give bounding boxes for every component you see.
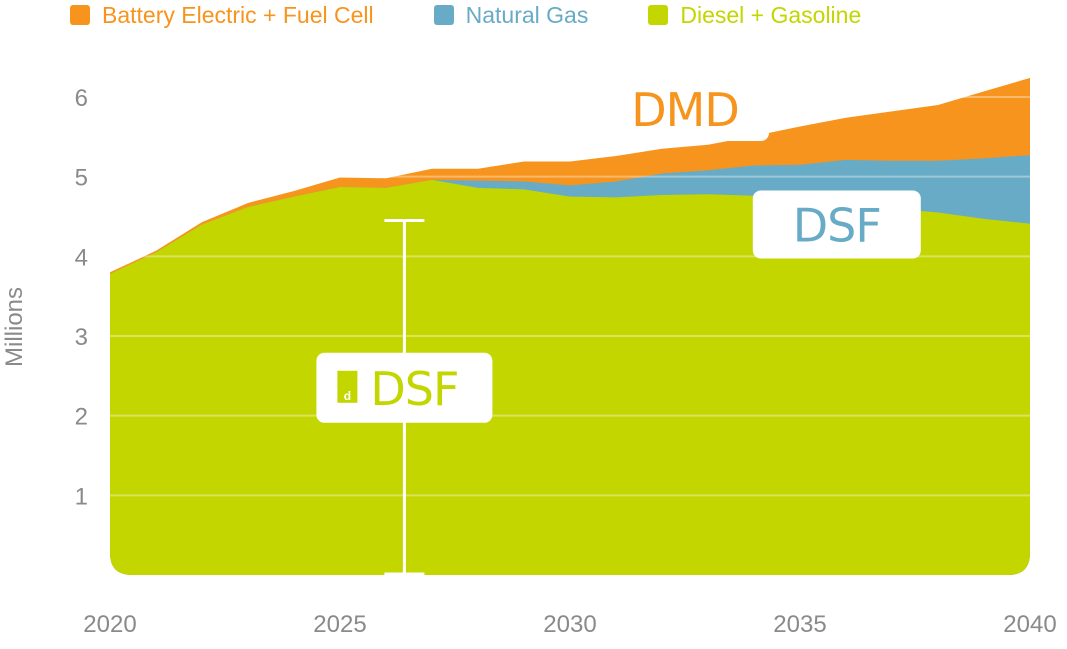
legend-swatch bbox=[648, 5, 669, 25]
legend-item: Diesel + Gasoline bbox=[648, 0, 861, 30]
logo-mark-letter: d bbox=[344, 389, 351, 403]
logo-text-dsf-blue: DSF bbox=[793, 198, 881, 252]
legend-swatch bbox=[70, 5, 90, 25]
x-tick-label: 2025 bbox=[313, 611, 366, 638]
legend-item: Battery Electric + Fuel Cell bbox=[70, 0, 374, 30]
area-diesel-gasoline bbox=[110, 179, 1030, 575]
legend-item: Natural Gas bbox=[433, 0, 589, 30]
logo-text-dsf-green: DSF bbox=[370, 362, 458, 416]
x-tick-label: 2030 bbox=[543, 611, 596, 638]
logo-badge-dsf-blue bbox=[752, 190, 921, 259]
y-tick-label: 5 bbox=[75, 165, 88, 192]
y-tick-label: 3 bbox=[75, 324, 88, 351]
y-tick-label: 4 bbox=[75, 244, 88, 271]
legend-label: Natural Gas bbox=[465, 1, 589, 28]
y-tick-label: 1 bbox=[75, 483, 88, 510]
logo-mark-icon bbox=[337, 370, 358, 403]
logo-badge-dsf-green bbox=[316, 352, 493, 423]
area-layers bbox=[110, 77, 1030, 575]
logo-badge-dmd bbox=[601, 62, 769, 141]
legend-swatch bbox=[433, 5, 454, 25]
legend-label: Diesel + Gasoline bbox=[680, 1, 862, 28]
y-tick-label: 6 bbox=[75, 85, 88, 112]
y-tick-label: 2 bbox=[75, 404, 88, 431]
x-tick-label: 2035 bbox=[773, 611, 826, 638]
x-tick-label: 2040 bbox=[1003, 611, 1056, 638]
x-tick-label: 2020 bbox=[83, 611, 136, 638]
legend: Battery Electric + Fuel Cell Natural Gas D… bbox=[70, 0, 861, 30]
legend-label: Battery Electric + Fuel Cell bbox=[102, 1, 374, 28]
logo-text-dmd: DMD bbox=[631, 83, 739, 137]
